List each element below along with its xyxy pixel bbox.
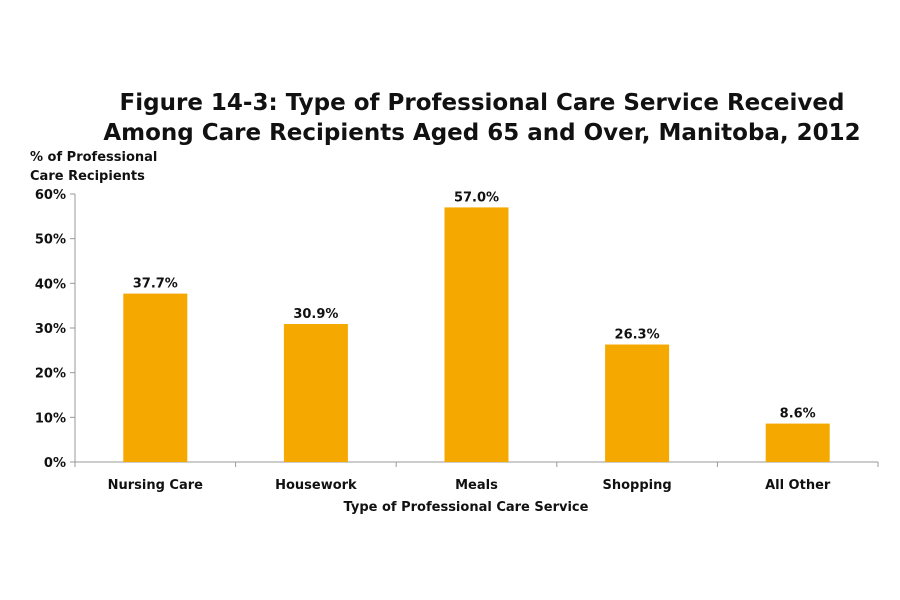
bar-all-other (765, 423, 830, 462)
chart-title: Figure 14-3: Type of Professional Care S… (120, 90, 845, 116)
y-axis-label-line2: Care Recipients (30, 169, 145, 184)
x-tick-label: Housework (275, 478, 357, 493)
x-tick-label: Meals (455, 478, 498, 493)
y-tick-label: 40% (35, 277, 66, 292)
y-tick-label: 30% (35, 322, 66, 337)
y-tick-label: 20% (35, 367, 66, 382)
x-tick-label: Shopping (603, 478, 672, 493)
y-axis-label-line1: % of Professional (30, 150, 157, 165)
x-tick-label: Nursing Care (108, 478, 204, 493)
bar-nursing-care (123, 293, 188, 462)
x-tick-label: All Other (765, 478, 831, 493)
y-tick-label: 0% (44, 456, 66, 471)
data-label: 30.9% (293, 307, 338, 322)
data-label: 26.3% (615, 328, 660, 343)
x-axis-label: Type of Professional Care Service (344, 500, 589, 515)
data-label: 8.6% (780, 407, 816, 422)
bar-housework (283, 323, 348, 462)
bar-meals (444, 207, 509, 462)
y-tick-label: 50% (35, 233, 66, 248)
bar-shopping (605, 344, 670, 462)
chart-subtitle: Among Care Recipients Aged 65 and Over, … (103, 120, 860, 146)
y-tick-label: 60% (35, 188, 66, 203)
y-tick-label: 10% (35, 411, 66, 426)
data-label: 37.7% (133, 277, 178, 292)
data-label: 57.0% (454, 190, 499, 205)
